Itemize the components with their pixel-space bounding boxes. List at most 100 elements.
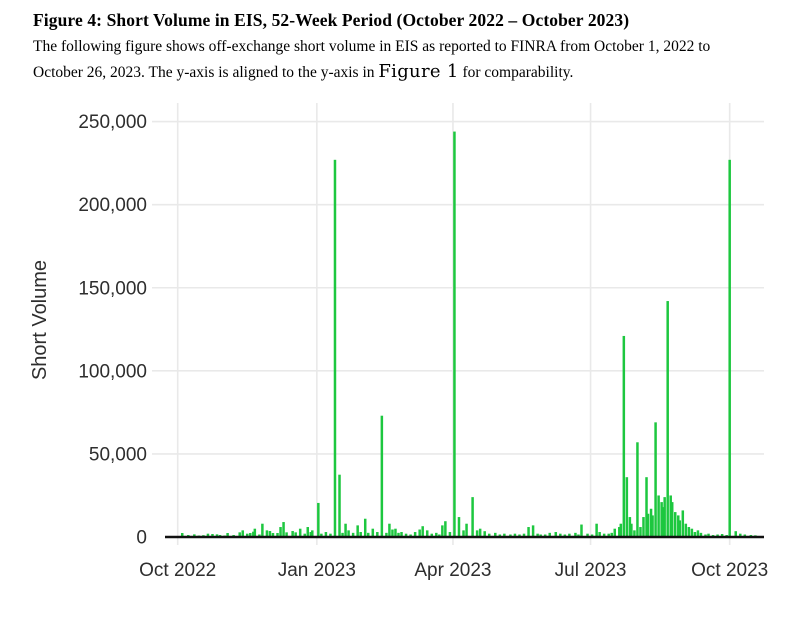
short-volume-bar	[646, 513, 650, 537]
short-volume-bar	[441, 525, 444, 537]
short-volume-bar	[282, 522, 285, 537]
figure-caption: The following figure shows off-exchange …	[33, 34, 751, 85]
short-volume-bar	[246, 533, 249, 537]
short-volume-bar	[359, 532, 362, 537]
short-volume-bar	[513, 533, 517, 537]
short-volume-bar	[391, 529, 394, 537]
short-volume-bar	[404, 533, 408, 537]
short-volume-bar	[380, 415, 384, 537]
short-volume-bar	[602, 533, 606, 537]
short-volume-bar	[531, 525, 535, 537]
short-volume-bar	[324, 532, 328, 537]
short-volume-bar	[376, 532, 379, 537]
short-volume-bar	[435, 532, 438, 537]
short-volume-bar	[265, 530, 269, 537]
short-volume-bar	[696, 530, 700, 537]
short-volume-bar	[663, 497, 666, 537]
short-volume-bar	[734, 531, 737, 537]
short-volume-bar	[363, 518, 367, 537]
short-volume-bar	[536, 533, 539, 537]
short-volume-bar	[666, 301, 669, 537]
short-volume-bar	[690, 528, 694, 537]
short-volume-bar	[478, 528, 482, 537]
short-volume-bar	[619, 523, 623, 537]
short-volume-bar	[673, 512, 677, 537]
short-volume-bar	[457, 517, 461, 537]
short-volume-bar	[309, 532, 313, 537]
short-volume-bar	[444, 521, 447, 537]
short-volume-bar	[341, 532, 344, 537]
short-volume-bar	[661, 507, 665, 537]
short-volume-bar	[677, 515, 680, 537]
short-volume-bar	[347, 530, 350, 537]
short-volume-bar	[728, 159, 731, 537]
short-volume-bar	[413, 532, 417, 537]
short-volume-bar	[622, 335, 626, 537]
short-volume-bar	[271, 533, 275, 537]
short-volume-bar	[720, 534, 724, 537]
y-axis-tick-label: 100,000	[78, 361, 147, 382]
short-volume-bar	[193, 534, 196, 537]
short-volume-bar	[630, 523, 633, 537]
y-axis-tick-label: 200,000	[78, 195, 147, 216]
short-volume-bar	[180, 533, 184, 537]
short-volume-bar	[400, 532, 403, 537]
short-volume-bar	[253, 528, 257, 537]
short-volume-bar	[462, 530, 465, 537]
short-volume-bar	[586, 533, 589, 537]
short-volume-bar	[568, 533, 571, 537]
short-volume-bar	[687, 527, 691, 537]
short-volume-bar	[625, 477, 629, 537]
short-volume-bar	[669, 495, 672, 537]
short-volume-bar	[366, 532, 370, 537]
short-volume-bar	[291, 531, 294, 537]
short-volume-bar	[238, 532, 241, 537]
short-volume-bar	[394, 528, 397, 537]
short-volume-bar	[494, 532, 497, 537]
short-volume-bar	[425, 530, 429, 537]
short-volume-bar	[628, 517, 632, 537]
short-volume-bar	[241, 530, 244, 537]
short-volume-bar	[448, 532, 452, 537]
short-volume-bar	[642, 517, 645, 537]
short-volume-bar	[211, 534, 214, 537]
short-volume-bar	[298, 528, 302, 537]
y-axis-tick-label: 50,000	[89, 444, 147, 465]
short-volume-bar	[311, 530, 314, 537]
short-volume-bar	[699, 532, 703, 537]
short-volume-bar	[276, 533, 279, 537]
short-volume-bar	[595, 523, 598, 537]
caption-text-before: The following figure shows off-exchange …	[33, 38, 711, 81]
short-volume-bar	[522, 533, 526, 537]
short-volume-bar	[333, 159, 337, 537]
short-volume-bar	[639, 527, 642, 537]
short-volume-bar	[684, 523, 688, 537]
short-volume-bar	[681, 510, 685, 537]
short-volume-bar	[487, 533, 491, 537]
short-volume-bar	[285, 532, 288, 537]
short-volume-bar	[215, 534, 219, 537]
short-volume-bar	[649, 508, 653, 537]
short-volume-bar	[707, 533, 710, 537]
short-volume-bar	[206, 533, 210, 537]
short-volume-bar	[320, 533, 323, 537]
short-volume-bar	[645, 477, 648, 537]
short-volume-bar	[344, 523, 347, 537]
short-volume-bar	[670, 502, 674, 537]
short-volume-bar	[356, 525, 359, 537]
short-volume-bar	[654, 422, 657, 537]
short-volume-bar	[554, 532, 558, 537]
short-volume-bar	[294, 532, 297, 537]
short-volume-bar	[397, 532, 400, 537]
figure-title: Figure 4: Short Volume in EIS, 52-Week P…	[33, 10, 630, 30]
short-volume-bar	[252, 531, 255, 537]
caption-text-after: for comparability.	[458, 64, 574, 81]
x-axis-tick-label: Jul 2023	[555, 560, 627, 581]
x-axis-tick-label: Oct 2022	[139, 560, 216, 581]
x-axis-tick-label: Oct 2023	[691, 560, 768, 581]
short-volume-bar	[607, 533, 610, 537]
short-volume-bar	[371, 528, 375, 537]
short-volume-bar	[385, 532, 388, 537]
short-volume-bar	[430, 533, 434, 537]
